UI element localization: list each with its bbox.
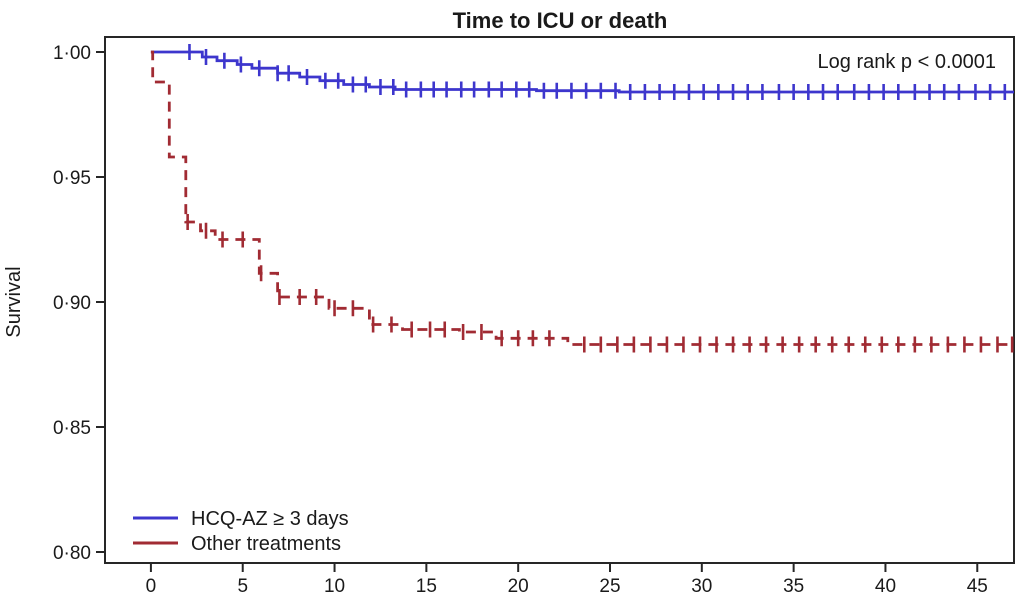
x-tick-label: 45 — [967, 576, 988, 597]
x-tick-label: 40 — [875, 576, 896, 597]
x-tick-label: 25 — [599, 576, 620, 597]
y-axis-label: Survival — [3, 266, 25, 337]
x-tick-label: 35 — [783, 576, 804, 597]
x-tick-label: 20 — [508, 576, 529, 597]
legend: HCQ-AZ ≥ 3 days Other treatments — [133, 508, 349, 555]
x-tick-label: 5 — [237, 576, 248, 597]
survival-curve-hcq-az — [150, 50, 1014, 94]
y-tick-label: 0·95 — [53, 168, 91, 189]
chart-title: Time to ICU or death — [453, 8, 668, 33]
x-tick-label: 15 — [416, 576, 437, 597]
plot-frame — [104, 36, 1015, 564]
x-tick-label: 30 — [691, 576, 712, 597]
y-tick-label: 0·80 — [53, 543, 91, 564]
y-tick-label: 0·90 — [53, 293, 91, 314]
x-tick-label: 10 — [324, 576, 345, 597]
survival-curve-other — [150, 50, 1014, 346]
plot-area: 0 5 10 15 20 25 30 35 40 45 1·00 0·95 0·90 0·85 0·80 — [53, 36, 1015, 597]
legend-label-other: Other treatments — [191, 533, 341, 555]
x-tick-label: 0 — [146, 576, 157, 597]
y-tick-label: 0·85 — [53, 418, 91, 439]
log-rank-annotation: Log rank p < 0.0001 — [818, 51, 996, 73]
y-tick-label: 1·00 — [53, 43, 91, 64]
legend-label-hcq-az: HCQ-AZ ≥ 3 days — [191, 508, 349, 530]
